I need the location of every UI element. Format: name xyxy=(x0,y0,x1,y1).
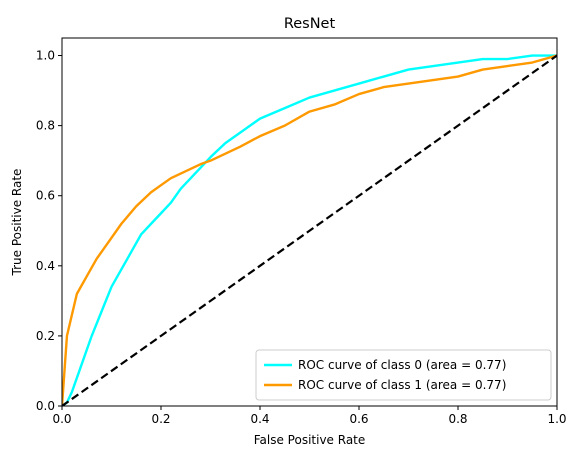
y-tick-label: 0.2 xyxy=(36,329,55,343)
x-axis-label: False Positive Rate xyxy=(254,433,366,447)
y-tick-label: 0.6 xyxy=(36,189,55,203)
series-group xyxy=(62,54,557,406)
chance-diagonal-line xyxy=(62,54,557,406)
y-tick-label: 0.0 xyxy=(36,399,55,413)
legend-box xyxy=(255,349,552,401)
roc-curve-class-1 xyxy=(62,54,557,406)
plot-area: 0.0 0.2 0.4 0.6 0.8 1.0 0.0 0.2 0.4 0.6 0.8 1.0 xyxy=(36,37,567,426)
y-tick-label: 0.4 xyxy=(36,259,55,273)
y-axis-label: True Positive Rate xyxy=(10,169,24,277)
y-tick-label: 0.8 xyxy=(36,119,55,133)
legend: ROC curve of class 0 (area = 0.77) ROC cu… xyxy=(255,349,552,401)
x-tick-label: 1.0 xyxy=(547,412,566,426)
legend-entry-label: ROC curve of class 1 (area = 0.77) xyxy=(298,378,506,392)
x-tick-label: 0.2 xyxy=(151,412,170,426)
axes-frame xyxy=(61,37,558,407)
chart-title: ResNet xyxy=(284,16,336,32)
x-tick-label: 0.0 xyxy=(52,412,71,426)
x-tick-label: 0.4 xyxy=(250,412,269,426)
y-tick-label: 1.0 xyxy=(36,49,55,63)
x-tick-label: 0.6 xyxy=(349,412,368,426)
x-tick-label: 0.8 xyxy=(448,412,467,426)
legend-entry-label: ROC curve of class 0 (area = 0.77) xyxy=(298,358,506,372)
